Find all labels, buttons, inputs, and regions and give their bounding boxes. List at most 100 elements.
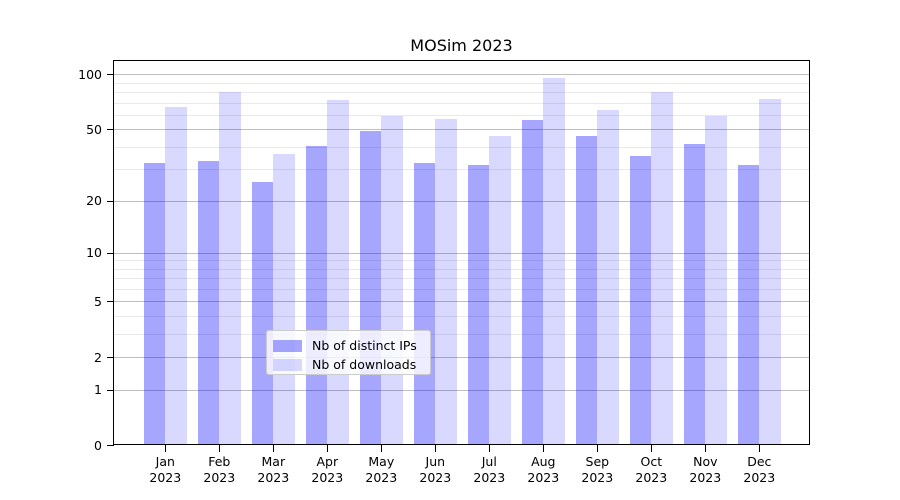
x-tick-label-feb-2023: Feb 2023 [191, 454, 247, 486]
gridline-minor-80 [114, 92, 809, 93]
bar-nb-of-distinct-ips-nov-2023 [683, 143, 706, 444]
x-tick-month: Apr [316, 454, 339, 469]
bar-nb-of-downloads-apr-2023 [327, 100, 349, 444]
bar-nb-of-distinct-ips-oct-2023 [629, 155, 652, 444]
bar-nb-of-distinct-ips-dec-2023 [737, 165, 760, 444]
legend-label-nb-of-downloads: Nb of downloads [312, 356, 417, 372]
x-tick-mar-2023 [273, 445, 275, 452]
x-tick-month: Jan [155, 454, 175, 469]
y-tick-label-2: 2 [94, 349, 102, 365]
bar-nb-of-distinct-ips-apr-2023 [305, 145, 328, 444]
x-tick-dec-2023 [759, 445, 761, 452]
x-tick-apr-2023 [327, 445, 329, 452]
x-tick-year: 2023 [203, 470, 236, 485]
bar-nb-of-distinct-ips-mar-2023 [251, 182, 274, 444]
y-tick-50 [107, 129, 114, 131]
x-tick-label-jul-2023: Jul 2023 [461, 454, 517, 486]
gridline-minor-6 [114, 288, 809, 290]
bar-nb-of-downloads-sep-2023 [597, 109, 619, 444]
y-tick-label-1: 1 [94, 382, 102, 398]
x-tick-year: 2023 [149, 470, 182, 485]
x-tick-year: 2023 [257, 470, 290, 485]
y-tick-label-10: 10 [86, 245, 102, 260]
x-tick-month: Jul [481, 454, 497, 469]
y-tick-label-5: 5 [94, 293, 102, 309]
gridline-major-50 [114, 129, 809, 131]
x-tick-label-dec-2023: Dec 2023 [731, 454, 787, 486]
x-tick-label-apr-2023: Apr 2023 [299, 454, 355, 486]
y-tick-1 [107, 389, 114, 391]
bar-nb-of-downloads-jul-2023 [489, 136, 511, 444]
gridline-major-2 [114, 357, 809, 358]
gridline-minor-90 [114, 82, 809, 84]
gridline-major-100 [114, 74, 809, 76]
gridline-minor-30 [114, 169, 809, 171]
x-tick-nov-2023 [705, 445, 707, 452]
bar-nb-of-distinct-ips-feb-2023 [197, 160, 220, 444]
x-tick-month: Nov [693, 454, 718, 469]
y-tick-label-0: 0 [94, 437, 102, 453]
bar-nb-of-distinct-ips-may-2023 [359, 131, 382, 444]
x-tick-aug-2023 [543, 445, 545, 452]
gridline-minor-7 [114, 278, 809, 280]
y-tick-20 [107, 200, 114, 202]
gridline-minor-60 [114, 114, 809, 116]
bar-nb-of-downloads-jan-2023 [165, 107, 187, 444]
y-tick-label-100: 100 [78, 66, 102, 82]
y-tick-label-50: 50 [86, 121, 102, 137]
x-tick-year: 2023 [419, 470, 452, 485]
bar-nb-of-downloads-oct-2023 [651, 91, 673, 444]
x-tick-label-oct-2023: Oct 2023 [623, 454, 679, 486]
y-tick-0 [107, 445, 114, 447]
gridline-major-1 [114, 389, 809, 391]
bar-nb-of-distinct-ips-jul-2023 [467, 165, 490, 444]
x-tick-month: Mar [261, 454, 286, 469]
gridline-minor-8 [114, 268, 809, 270]
y-tick-2 [107, 357, 114, 359]
x-tick-year: 2023 [743, 470, 776, 485]
x-tick-month: Aug [531, 454, 556, 469]
x-tick-year: 2023 [365, 470, 398, 485]
bar-nb-of-downloads-aug-2023 [543, 77, 565, 444]
bar-nb-of-distinct-ips-sep-2023 [575, 136, 598, 444]
bar-nb-of-downloads-feb-2023 [219, 91, 241, 444]
legend-swatch-nb-of-downloads [273, 358, 302, 371]
legend-swatch-nb-of-distinct-ips [273, 340, 302, 352]
x-tick-label-may-2023: May 2023 [353, 454, 409, 486]
x-tick-label-sep-2023: Sep 2023 [569, 454, 625, 486]
x-tick-label-nov-2023: Nov 2023 [677, 454, 733, 486]
x-tick-label-jan-2023: Jan 2023 [137, 454, 193, 486]
x-tick-year: 2023 [689, 470, 722, 485]
gridline-minor-40 [114, 146, 809, 148]
gridline-minor-4 [114, 315, 809, 317]
bar-nb-of-distinct-ips-jan-2023 [143, 162, 166, 444]
x-tick-year: 2023 [635, 470, 668, 485]
x-tick-month: Jun [425, 454, 446, 469]
x-tick-month: Oct [640, 454, 663, 469]
legend: Nb of distinct IPs Nb of downloads [266, 330, 431, 375]
x-tick-may-2023 [381, 445, 383, 452]
x-tick-year: 2023 [473, 470, 506, 485]
gridline-major-10 [114, 252, 809, 254]
x-tick-month: Sep [585, 454, 610, 469]
bar-nb-of-downloads-jun-2023 [435, 119, 457, 444]
x-tick-feb-2023 [219, 445, 221, 452]
chart-title: MOSim 2023 [410, 36, 513, 55]
x-tick-oct-2023 [651, 445, 653, 452]
x-tick-jul-2023 [489, 445, 491, 452]
y-tick-5 [107, 301, 114, 303]
x-tick-sep-2023 [597, 445, 599, 452]
bar-nb-of-downloads-may-2023 [381, 116, 403, 444]
legend-label-nb-of-distinct-ips: Nb of distinct IPs [312, 338, 417, 353]
gridline-major-20 [114, 200, 809, 202]
x-tick-year: 2023 [527, 470, 560, 485]
x-tick-jan-2023 [165, 445, 167, 452]
gridline-minor-9 [114, 260, 809, 262]
x-tick-year: 2023 [581, 470, 614, 485]
bar-nb-of-distinct-ips-jun-2023 [413, 162, 436, 444]
y-tick-100 [107, 74, 114, 76]
x-tick-label-jun-2023: Jun 2023 [407, 454, 463, 486]
y-tick-10 [107, 252, 114, 254]
x-tick-month: Feb [208, 454, 231, 469]
